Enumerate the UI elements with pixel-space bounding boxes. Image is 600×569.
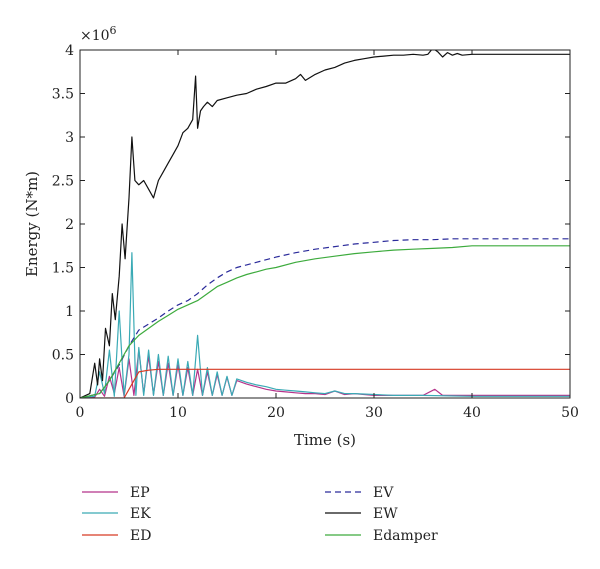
x-tick-label: 20	[267, 405, 285, 421]
series-line-ew	[80, 50, 570, 398]
x-tick-label: 10	[169, 405, 187, 421]
legend-label-ek: EK	[130, 506, 151, 522]
y-multiplier-base: ×10	[80, 28, 110, 44]
legend-label-ew: EW	[373, 506, 398, 522]
y-tick-label: 0.5	[52, 348, 74, 364]
y-multiplier-exponent: 6	[110, 24, 117, 37]
y-axis-title: Energy (N*m)	[23, 171, 41, 277]
y-tick-label: 1	[65, 304, 74, 320]
plot-area	[80, 50, 570, 398]
x-tick-label: 50	[561, 405, 579, 421]
series-line-edamper	[80, 245, 570, 398]
y-tick-label: 2	[65, 217, 74, 233]
legend-label-ev: EV	[373, 485, 394, 501]
series-line-ev	[80, 238, 570, 398]
y-tick-label: 2.5	[52, 174, 74, 190]
legend-label-ed: ED	[130, 528, 151, 544]
legend: EP EK ED EV EW Edamper	[82, 485, 438, 544]
x-tick-label: 30	[365, 405, 383, 421]
y-tick-label: 1.5	[52, 261, 74, 277]
y-axis-multiplier: ×106	[80, 24, 117, 44]
y-tick-label: 3.5	[52, 87, 74, 103]
series-line-ek	[80, 252, 570, 398]
legend-label-edamper: Edamper	[373, 528, 438, 544]
legend-label-ep: EP	[130, 485, 150, 501]
y-tick-label: 4	[65, 43, 74, 59]
axes: 0 10 20 30 40 50 0 0.5 1 1.5 2 2.5 3 3.5 4	[52, 43, 579, 421]
y-tick-label: 3	[65, 130, 74, 146]
series-line-ed	[80, 368, 570, 398]
plot-frame	[79, 49, 571, 399]
x-tick-label: 40	[463, 405, 481, 421]
x-axis-title: Time (s)	[294, 431, 356, 449]
y-tick-label: 0	[65, 391, 74, 407]
x-tick-label: 0	[76, 405, 85, 421]
